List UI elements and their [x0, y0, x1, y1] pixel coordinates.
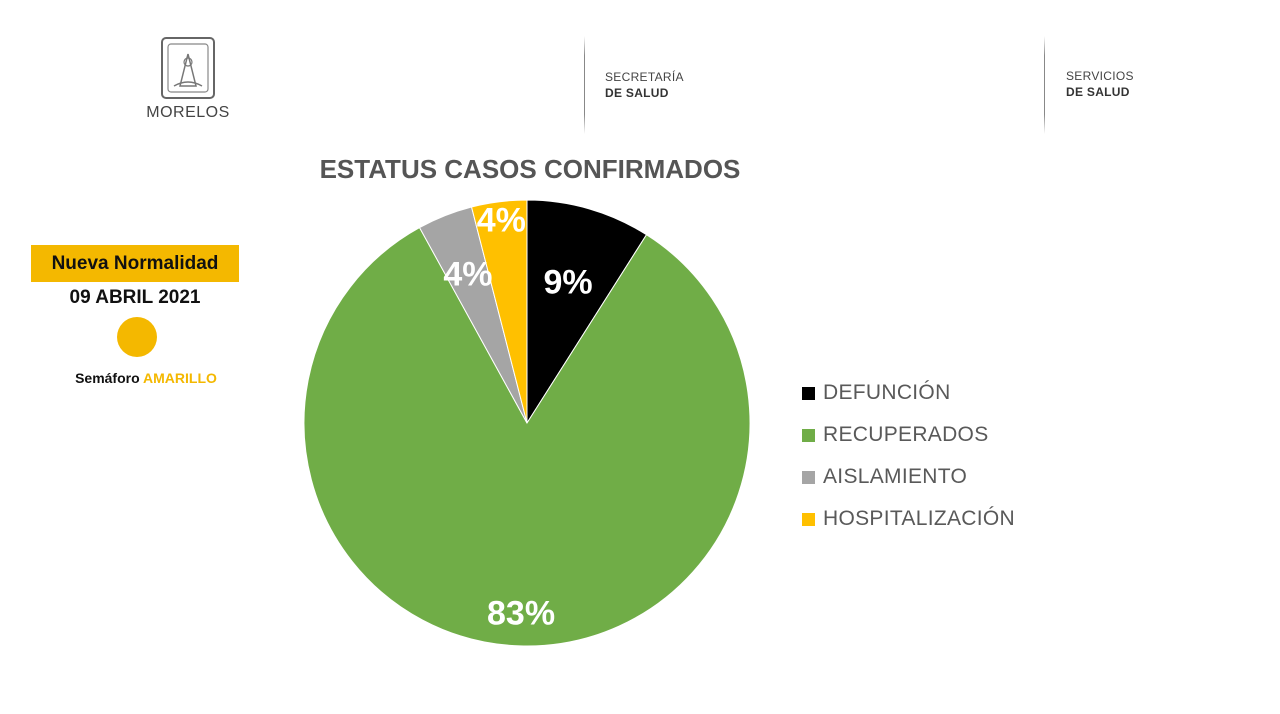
legend-label: RECUPERADOS [823, 423, 989, 446]
agency-secretaria-salud: SECRETARÍA DE SALUD [605, 69, 684, 101]
status-date: 09 ABRIL 2021 [69, 287, 201, 308]
morelos-seal-logo [161, 37, 215, 99]
legend-swatch [802, 470, 815, 484]
header-divider [1044, 36, 1045, 134]
legend-item: AISLAMIENTO [802, 456, 1015, 498]
semaforo-label: Semáforo [75, 370, 140, 386]
pie-label-hospitalización: 4% [477, 201, 526, 239]
pie-label-aislamiento: 4% [443, 256, 492, 294]
pie-label-defunción: 9% [543, 264, 592, 302]
agency-line-2: DE SALUD [1066, 85, 1130, 99]
traffic-light-icon [117, 317, 157, 357]
pie-slice-defunción [526, 199, 648, 425]
agency-line-1: SECRETARÍA [605, 70, 684, 84]
legend-item: RECUPERADOS [802, 414, 1015, 456]
legend-label: HOSPITALIZACIÓN [823, 507, 1015, 530]
legend-item: HOSPITALIZACIÓN [802, 498, 1015, 540]
semaforo-value: AMARILLO [143, 370, 217, 386]
chart-title: ESTATUS CASOS CONFIRMADOS [319, 154, 741, 184]
legend-item: DEFUNCIÓN [802, 372, 1015, 414]
status-badge: Nueva Normalidad [31, 245, 239, 282]
agency-servicios-salud: SERVICIOS DE SALUD [1066, 68, 1134, 100]
pie-label-recuperados: 83% [487, 594, 555, 632]
header-divider [584, 36, 585, 134]
agency-line-1: SERVICIOS [1066, 69, 1134, 83]
semaforo-text: Semáforo AMARILLO [31, 370, 261, 386]
legend-label: DEFUNCIÓN [823, 381, 951, 404]
pie-slice-recuperados [303, 226, 751, 647]
agency-line-2: DE SALUD [605, 86, 669, 100]
state-name: MORELOS [146, 104, 230, 121]
legend-swatch [802, 386, 815, 400]
pie-slices [303, 199, 751, 647]
legend-label: AISLAMIENTO [823, 465, 968, 488]
pie-slice-hospitalización [470, 199, 528, 424]
pie-labels: 9% 83% 4% 4% [443, 201, 592, 632]
chart-legend: DEFUNCIÓN RECUPERADOS AISLAMIENTO HOSPITALI… [802, 372, 1015, 540]
legend-swatch [802, 512, 815, 526]
legend-swatch [802, 428, 815, 442]
